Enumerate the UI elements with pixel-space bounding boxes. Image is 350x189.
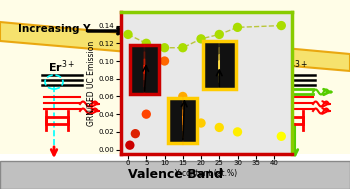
Y-axis label: GRN/RED UC Emission: GRN/RED UC Emission: [87, 40, 96, 126]
Point: [127, 144, 133, 147]
Text: Er$^{3+}$: Er$^{3+}$: [281, 59, 309, 75]
Polygon shape: [0, 161, 350, 189]
Point: [125, 33, 131, 36]
FancyBboxPatch shape: [130, 45, 159, 94]
Point: [180, 46, 186, 49]
Point: [133, 132, 138, 135]
Point: [235, 130, 240, 133]
FancyBboxPatch shape: [168, 98, 197, 143]
Point: [216, 33, 222, 36]
Point: [216, 126, 222, 129]
Text: Conduction Band: Conduction Band: [159, 43, 271, 56]
Point: [279, 135, 284, 138]
Polygon shape: [0, 154, 350, 189]
Point: [198, 37, 204, 40]
Polygon shape: [0, 0, 350, 154]
Text: Increasing Y: Increasing Y: [18, 24, 91, 34]
Point: [235, 26, 240, 29]
X-axis label: Y content (at.%): Y content (at.%): [175, 169, 238, 178]
Point: [198, 122, 204, 125]
Polygon shape: [0, 22, 350, 71]
Point: [279, 24, 284, 27]
Point: [144, 113, 149, 116]
Point: [144, 42, 149, 45]
Point: [162, 46, 167, 49]
Point: [162, 60, 167, 63]
Point: [180, 95, 186, 98]
Text: Valence Band: Valence Band: [127, 169, 223, 181]
Text: Er$^{3+}$: Er$^{3+}$: [48, 59, 76, 75]
FancyBboxPatch shape: [203, 41, 236, 89]
